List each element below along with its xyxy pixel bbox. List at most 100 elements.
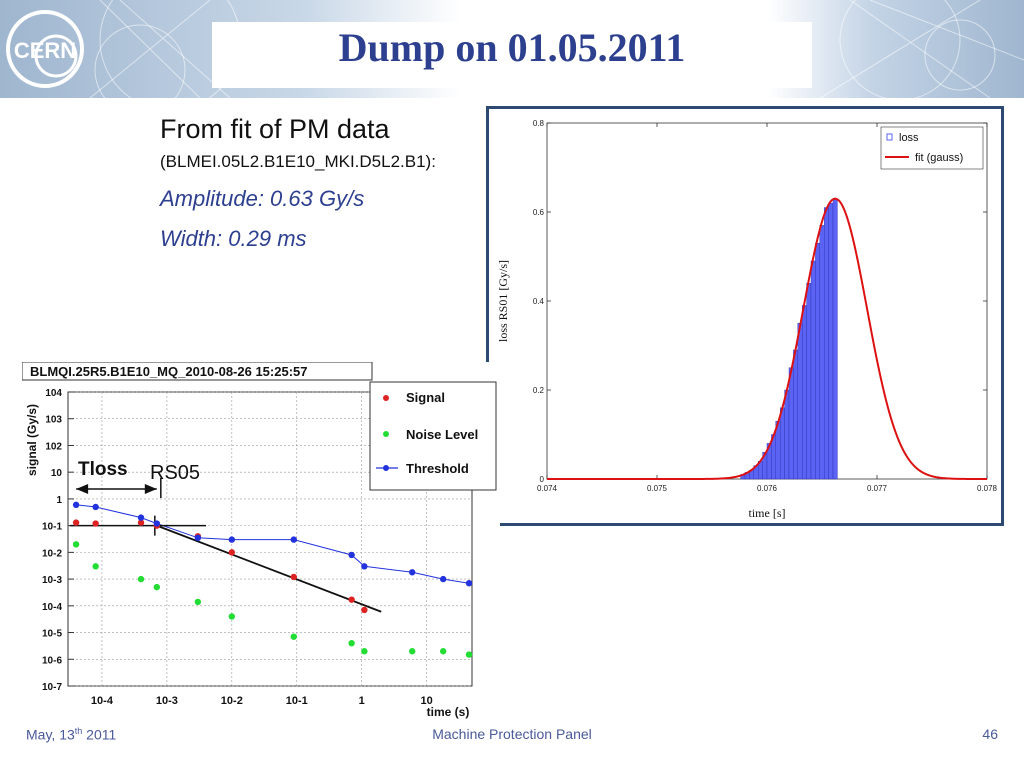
x-tick-label: 0.075 [647,484,668,493]
noise-level-point [194,598,202,606]
y-tick-label: 0.6 [533,208,545,217]
loss-histogram-bar [832,198,838,480]
y-tick-label: 10 [51,468,63,479]
chart-legend: loss fit (gauss) [880,126,984,170]
title-box [212,22,812,88]
noise-level-point [153,583,161,591]
x-tick-label: 10-3 [156,695,178,707]
cern-logo: CERN [6,10,84,88]
y-tick-label: 103 [45,415,62,426]
gaussian-fit-line [547,197,987,480]
threshold-point [439,575,447,583]
x-tick-label: 0.076 [757,484,778,493]
noise-level-point [72,541,80,548]
legend-label-noise: Noise Level [406,427,478,442]
threshold-point [290,536,297,543]
noise-level-point [465,651,473,658]
loss-histogram-bar [810,260,816,480]
page-number: 46 [982,726,998,742]
y-tick-label: 0.4 [533,297,545,306]
signal-fit-line [156,524,382,613]
text-line-fit: From fit of PM data [160,114,390,144]
legend-label-fit: fit (gauss) [915,152,963,164]
x-tick-label: 10-1 [286,695,308,707]
threshold-point [361,563,368,570]
text-line-device: (BLMEI.05L2.B1E10_MKI.D5L2.B1): [160,152,436,171]
slide-header: CERN Dump on 01.05.2011 [0,0,1024,98]
loss-histogram-bar [780,407,785,480]
x-tick-label: 0.078 [977,484,998,493]
loss-histogram-bar [824,207,829,480]
y-tick-label: 1 [56,495,62,506]
noise-level-point [137,575,145,583]
chart-title: BLMQI.25R5.B1E10_MQ_2010-08-26 15:25:57 [30,364,307,379]
y-tick-label: 10-3 [42,575,62,586]
y-tick-label: 102 [45,441,62,452]
loss-histogram-bar [802,305,807,480]
legend-label-threshold: Threshold [406,461,469,476]
threshold-point [228,536,236,543]
legend-swatch-threshold [383,465,389,471]
loss-histogram-chart-frame: 0.074 0.075 0.076 0.077 0.078 0 0.2 0.4 0.6 0.8 lo… [486,106,1004,526]
tloss-arrow-head-right [144,484,157,494]
loss-histogram-bar [788,367,794,480]
threshold-point [465,580,473,587]
signal-point [228,549,236,556]
threshold-point [409,569,416,576]
footer-date-year: 2011 [82,726,117,743]
signal-point [348,596,355,603]
annotation-tloss: Tloss [78,459,128,480]
y-tick-label: 104 [45,388,62,399]
y-axis-label: loss RS01 [Gy/s] [496,260,510,342]
legend-swatch-signal [383,395,389,401]
legend-box [880,126,984,170]
loss-histogram-bar [828,202,834,480]
x-tick-label: 0.074 [537,484,558,493]
loss-histogram-bar [806,282,812,480]
loss-histogram-bar [793,349,798,480]
signal-point [137,519,145,526]
x-tick-label: 10 [420,695,432,707]
y-tick-label: 10-6 [42,655,62,666]
y-tick-label: 10-1 [42,522,62,533]
loss-histogram-bar [784,389,790,480]
blm-signal-chart: BLMQI.25R5.B1E10_MQ_2010-08-26 15:25:57 1… [22,362,500,720]
y-tick-label: 10-7 [42,682,62,693]
y-tick-label: 10-5 [42,629,62,640]
x-axis-label: time (s) [427,705,470,719]
x-tick-label: 0.077 [867,484,888,493]
loss-histogram-bar [797,323,803,480]
footer-title: Machine Protection Panel [432,726,592,742]
chart-title-box [22,362,373,381]
text-block: From fit of PM data (BLMEI.05L2.B1E10_MK… [160,112,490,252]
threshold-point [137,514,145,521]
cern-logo-text: CERN [14,38,76,63]
threshold-point [194,534,202,542]
threshold-point [153,520,161,527]
threshold-point [92,503,99,511]
loss-histogram-bar [815,242,820,480]
noise-level-point [361,648,368,655]
noise-level-point [290,633,297,640]
text-line-width: Width: 0.29 ms [160,226,307,251]
page-title: Dump on 01.05.2011 [338,25,686,70]
footer-date: May, 13th 2011 [26,726,116,743]
tloss-arrow-head-left [76,484,89,494]
noise-level-point [348,639,355,647]
y-tick-label: 10-4 [42,602,62,613]
threshold-line [76,504,470,584]
plot-area [546,122,988,480]
noise-level-point [92,563,99,570]
noise-level-point [228,613,236,620]
y-tick-label: 0 [540,475,545,484]
loss-histogram-bar [819,225,825,480]
noise-level-point [409,648,416,655]
legend-box [369,381,497,491]
signal-point [72,519,80,526]
signal-point [361,606,368,614]
loss-histogram-chart: 0.074 0.075 0.076 0.077 0.078 0 0.2 0.4 0.6 0.8 lo… [496,119,998,520]
signal-point [92,520,99,527]
threshold-point [72,501,80,509]
x-tick-label: 10-4 [91,695,114,707]
x-tick-label: 10-2 [221,695,243,707]
